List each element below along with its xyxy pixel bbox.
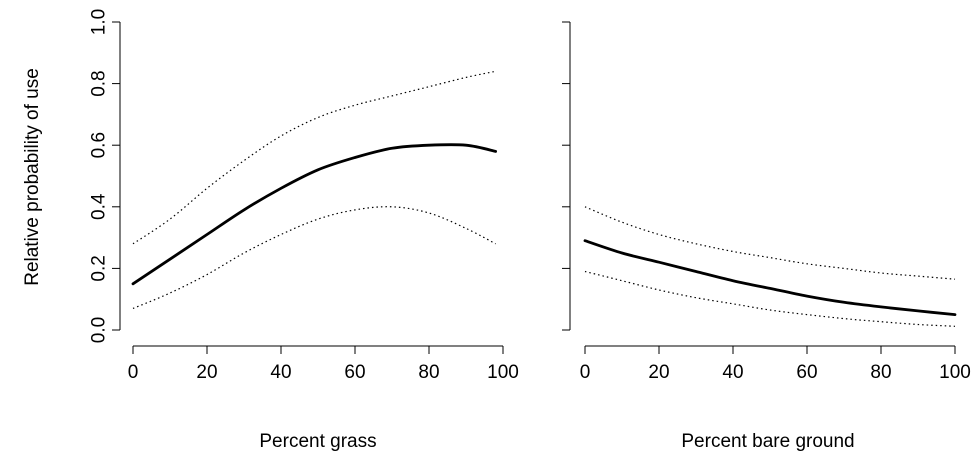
x-tick-label: 40 [270,362,291,383]
y-tick-label: 1.0 [89,9,110,35]
upper-ci-line [584,206,956,280]
x-axis-title-percent-grass: Percent grass [259,431,376,452]
estimate-line [131,143,497,286]
x-tick-label: 100 [487,362,519,383]
panel-percent-bare-ground: 0 20 40 60 80 100 [562,21,971,383]
x-tick-label: 100 [939,362,971,383]
y-tick-label: 0.6 [89,132,110,158]
estimate-line [583,239,957,316]
panel-percent-grass: 0.0 0.2 0.4 0.6 0.8 1.0 0 20 40 60 80 100 [89,9,519,383]
lower-ci-line [584,270,956,327]
x-tick-label: 80 [870,362,891,383]
x-tick-label: 80 [418,362,439,383]
x-tick-label: 60 [796,362,817,383]
y-axis-title: Relative probability of use [22,68,43,286]
x-tick-label: 20 [196,362,217,383]
y-tick-label: 0.8 [89,70,110,96]
x-tick-label: 20 [648,362,669,383]
y-tick-label: 0.0 [89,317,110,343]
x-tick-label: 0 [128,362,139,383]
lower-ci-line [132,206,496,309]
upper-ci-line [132,70,496,245]
x-tick-label: 40 [722,362,743,383]
x-axis-title-percent-bare-ground: Percent bare ground [681,431,854,452]
x-tick-label: 0 [580,362,591,383]
y-tick-label: 0.2 [89,255,110,281]
x-tick-label: 60 [344,362,365,383]
y-tick-label: 0.4 [89,193,110,220]
